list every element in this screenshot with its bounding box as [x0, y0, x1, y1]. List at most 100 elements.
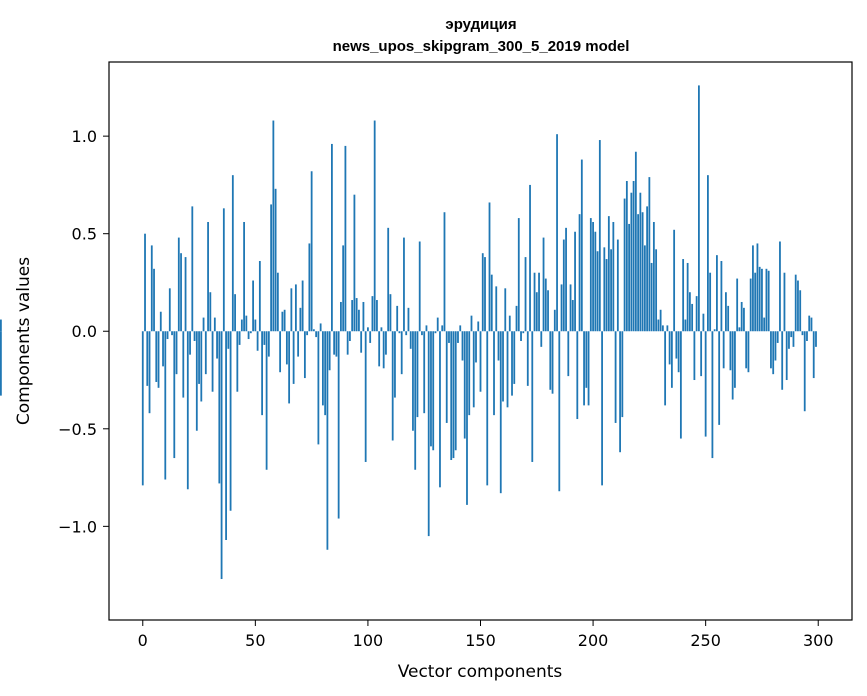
bar	[783, 272, 786, 332]
y-tick-label: −1.0	[58, 517, 97, 536]
bar	[524, 257, 527, 332]
bar	[443, 212, 446, 332]
bar	[317, 331, 320, 445]
bar	[808, 315, 811, 332]
bar	[695, 296, 698, 332]
bar	[157, 331, 160, 388]
bar	[261, 331, 263, 416]
bar	[452, 331, 455, 459]
bar	[497, 331, 500, 361]
bar	[409, 331, 412, 349]
bar	[153, 268, 155, 332]
bar	[454, 331, 457, 451]
bar	[333, 331, 336, 355]
bar	[391, 331, 394, 441]
bar	[274, 188, 277, 332]
bar	[466, 331, 468, 505]
bar	[574, 231, 576, 332]
bar	[141, 331, 144, 486]
bar	[240, 319, 243, 332]
y-tick-label: 0.5	[72, 225, 97, 244]
bar	[542, 237, 545, 332]
bar	[693, 331, 696, 381]
bar	[297, 331, 300, 357]
bar	[290, 288, 293, 332]
x-tick-label: 50	[245, 631, 265, 650]
bar	[686, 262, 689, 332]
bar	[380, 327, 383, 332]
bar	[544, 278, 547, 332]
bar	[772, 331, 775, 375]
bar	[249, 331, 252, 334]
bar	[310, 171, 313, 332]
bar	[389, 294, 392, 332]
bar	[788, 331, 790, 349]
bar	[220, 331, 223, 580]
bar	[155, 331, 158, 382]
bar	[403, 237, 405, 332]
bar	[779, 241, 781, 332]
bar	[810, 317, 813, 332]
bar	[213, 317, 216, 332]
bar	[312, 329, 315, 332]
bar	[495, 286, 498, 332]
bar	[164, 331, 167, 480]
bar	[641, 212, 644, 332]
bar	[326, 331, 329, 550]
bar	[619, 331, 621, 453]
bar	[315, 331, 318, 338]
bar	[601, 331, 603, 486]
bar	[679, 331, 682, 439]
bar	[729, 331, 732, 371]
bar	[414, 331, 417, 470]
bar	[225, 331, 227, 540]
bar	[736, 278, 739, 332]
bar	[565, 227, 567, 332]
bar	[162, 331, 164, 367]
bar	[630, 192, 633, 332]
bar	[319, 323, 322, 332]
bar	[596, 251, 599, 332]
bar	[533, 272, 536, 332]
bar	[457, 331, 459, 343]
bar	[247, 331, 250, 340]
bar	[743, 307, 745, 332]
bar	[236, 331, 239, 392]
bar	[607, 216, 610, 332]
y-tick-label: −0.5	[58, 420, 97, 439]
bar	[745, 331, 748, 369]
bar	[362, 301, 365, 332]
bar	[790, 331, 793, 338]
bar	[360, 331, 363, 353]
bar	[144, 233, 146, 332]
bar	[794, 274, 797, 332]
bar	[146, 331, 149, 386]
bar	[569, 284, 572, 332]
bar	[657, 319, 660, 332]
bar	[648, 177, 651, 332]
bar	[486, 331, 489, 486]
bar	[792, 331, 795, 347]
bar	[425, 325, 428, 332]
bar	[418, 241, 421, 332]
bar	[718, 331, 721, 425]
bar	[340, 301, 342, 332]
bar	[727, 305, 730, 332]
bar	[175, 331, 178, 375]
bar	[324, 331, 327, 416]
bar	[646, 206, 649, 332]
bar	[321, 331, 324, 406]
bar	[358, 309, 360, 332]
bar	[702, 313, 705, 332]
bar	[448, 331, 450, 343]
bar	[331, 143, 333, 332]
bar	[265, 331, 268, 470]
bar	[761, 268, 763, 332]
bar	[252, 280, 254, 332]
bar	[396, 305, 399, 332]
bar	[628, 223, 630, 332]
y-tick-label: 1.0	[72, 127, 97, 146]
bar	[477, 321, 480, 332]
bar	[200, 331, 203, 402]
bar	[540, 331, 543, 347]
